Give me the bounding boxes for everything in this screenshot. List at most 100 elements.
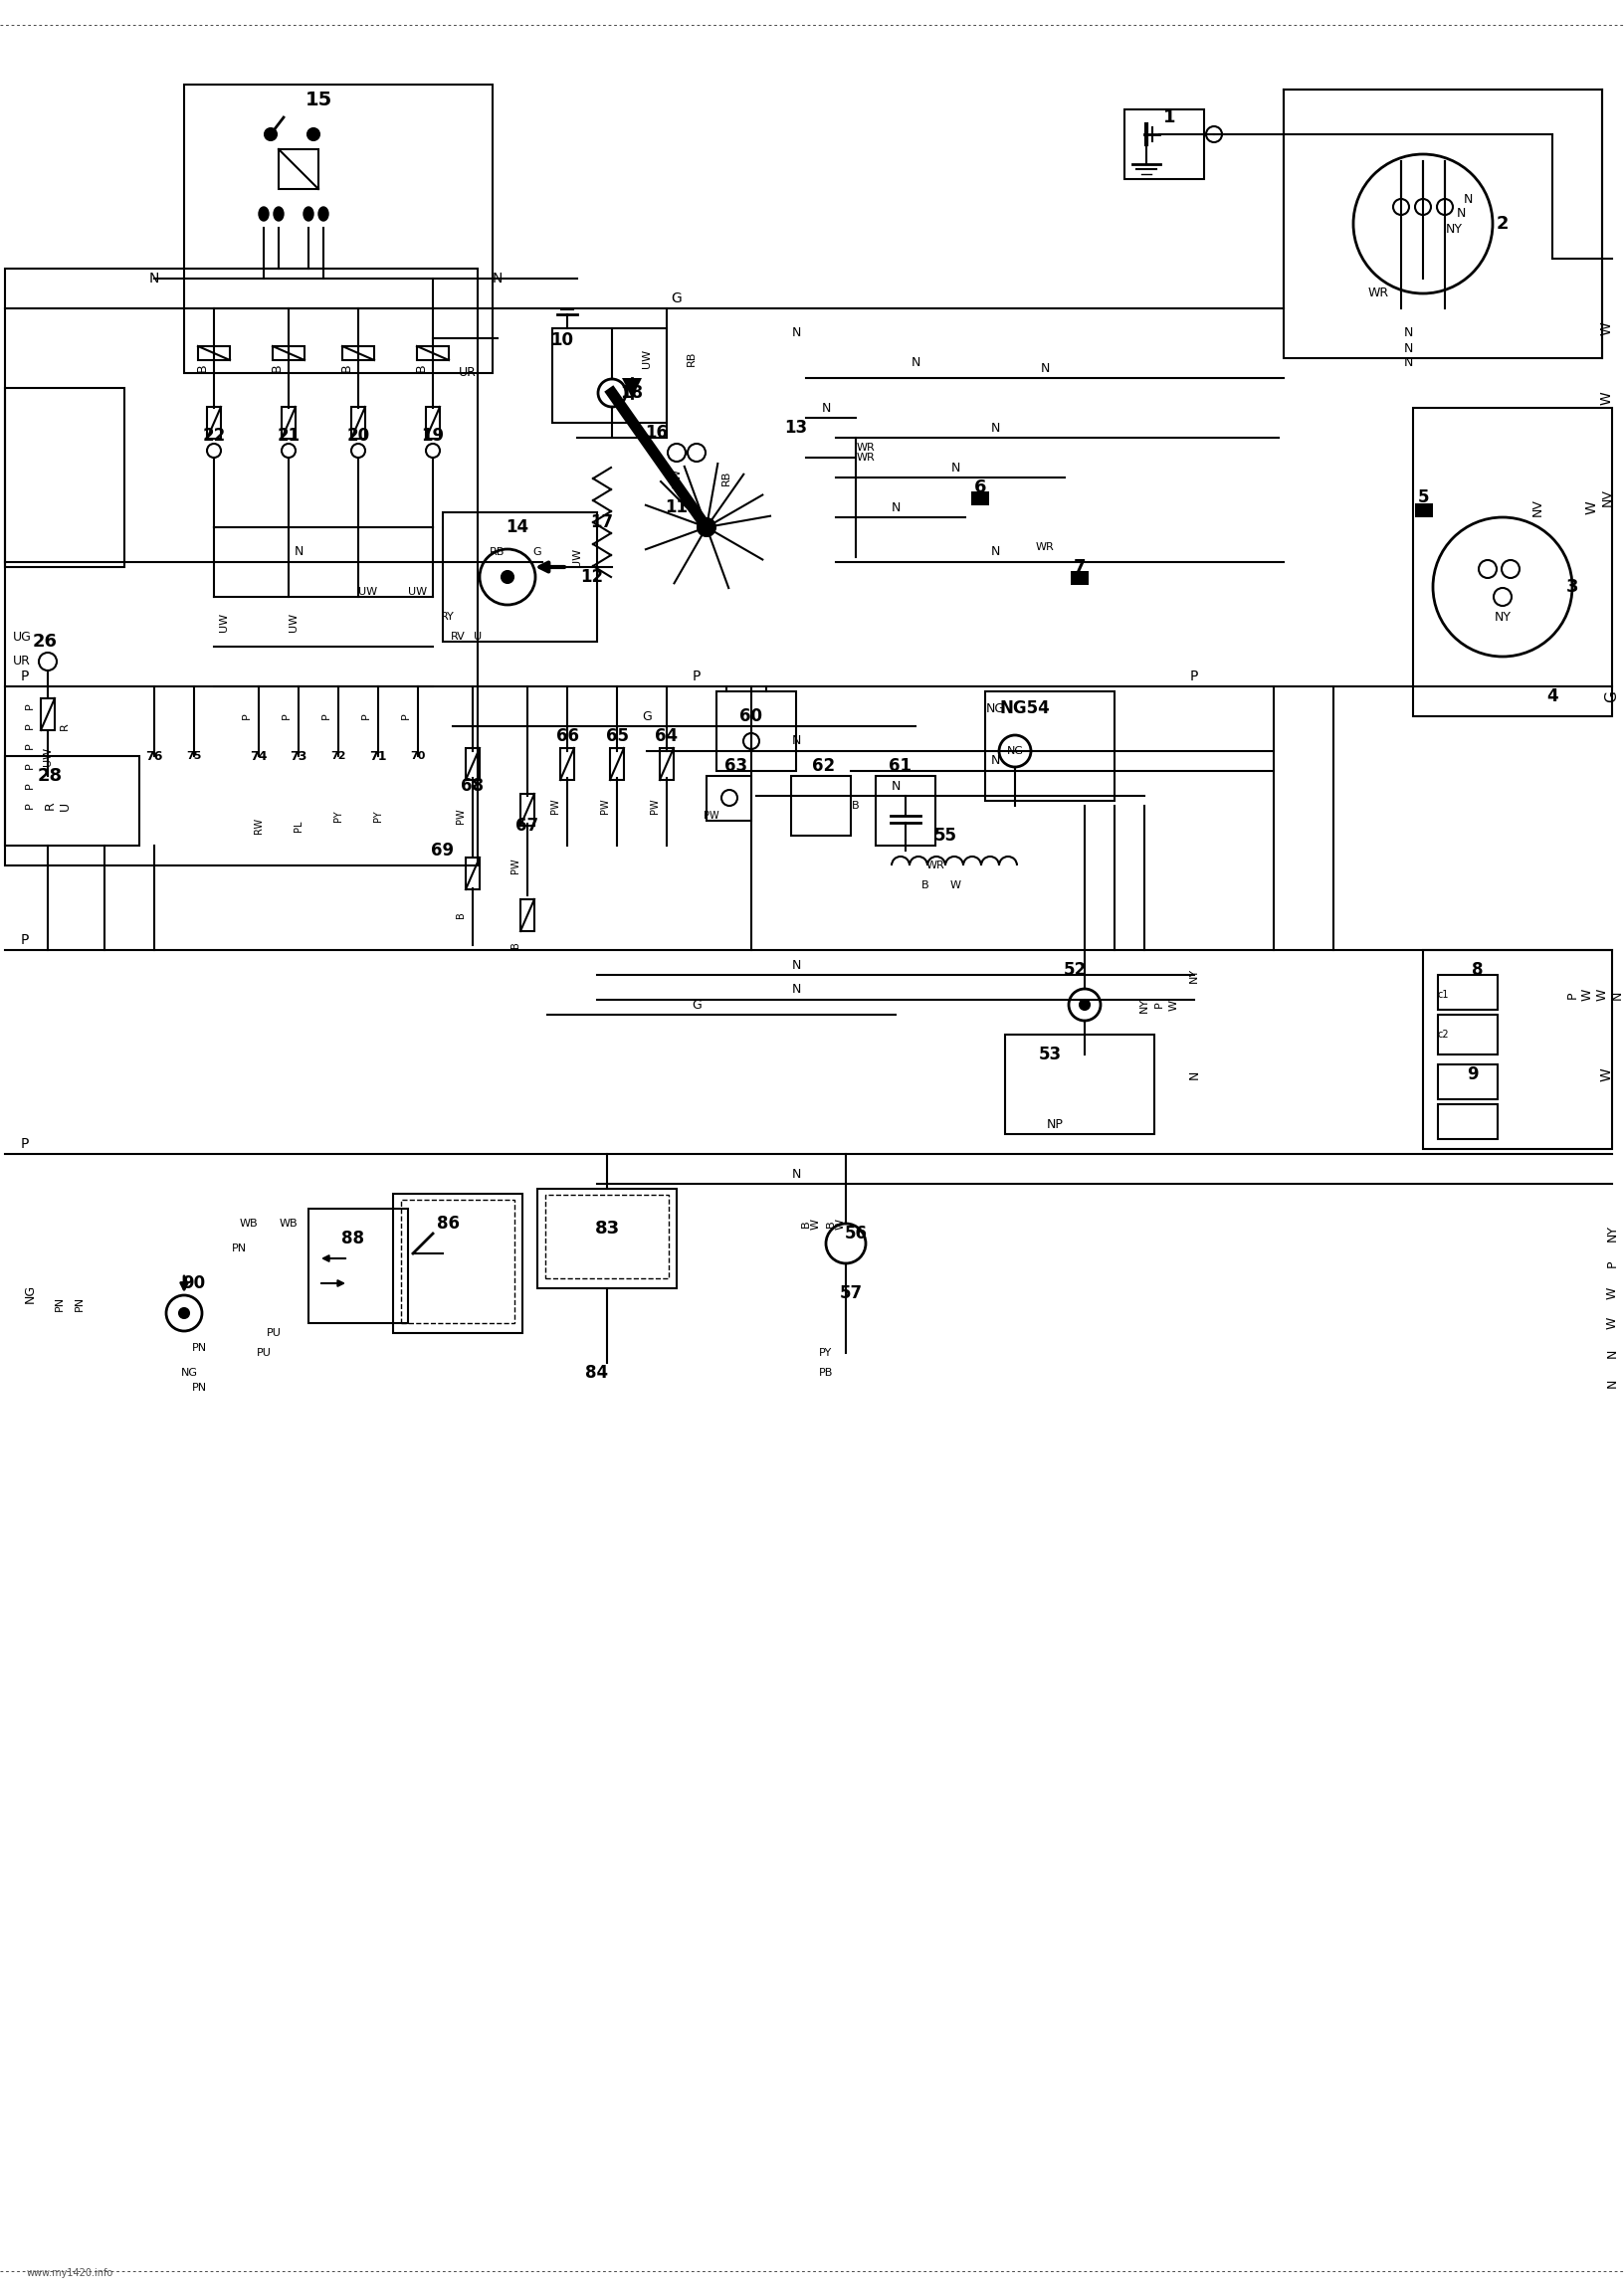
- Text: RW: RW: [253, 817, 263, 833]
- Text: W: W: [1596, 990, 1609, 1001]
- Text: NY: NY: [1189, 967, 1199, 983]
- Text: W: W: [1600, 1068, 1614, 1081]
- Text: P: P: [21, 1137, 29, 1150]
- Text: 73: 73: [291, 748, 307, 762]
- Bar: [1437, 976, 1497, 1010]
- Text: WR: WR: [1367, 287, 1389, 301]
- Circle shape: [744, 732, 760, 748]
- Text: N: N: [1463, 193, 1473, 204]
- Text: N: N: [294, 546, 304, 558]
- Circle shape: [1080, 999, 1090, 1010]
- Circle shape: [598, 379, 625, 406]
- Text: P: P: [24, 783, 34, 790]
- Bar: [393, 1194, 523, 1334]
- Text: PW: PW: [650, 799, 659, 813]
- Circle shape: [281, 443, 296, 457]
- Text: 15: 15: [305, 90, 331, 108]
- Circle shape: [827, 1224, 866, 1263]
- Bar: [401, 1201, 515, 1322]
- Text: 66: 66: [555, 728, 578, 746]
- Bar: [281, 406, 296, 439]
- Text: UW: UW: [572, 546, 581, 567]
- Bar: [273, 347, 305, 360]
- Text: P: P: [1606, 1261, 1619, 1267]
- Text: PN: PN: [192, 1343, 206, 1352]
- Text: WR: WR: [1036, 542, 1054, 551]
- Bar: [1124, 110, 1203, 179]
- Circle shape: [479, 549, 536, 604]
- Text: P: P: [322, 712, 331, 719]
- Circle shape: [1353, 154, 1492, 294]
- Bar: [184, 85, 492, 372]
- Text: W: W: [1580, 990, 1593, 1001]
- Bar: [706, 776, 752, 820]
- Circle shape: [1479, 560, 1497, 579]
- Circle shape: [721, 790, 737, 806]
- Bar: [1283, 90, 1603, 358]
- Ellipse shape: [274, 207, 284, 220]
- Bar: [791, 776, 851, 836]
- Text: NY: NY: [1140, 996, 1150, 1013]
- Bar: [206, 406, 221, 439]
- Circle shape: [667, 443, 685, 461]
- Text: NG: NG: [986, 703, 1005, 714]
- Text: B: B: [510, 941, 520, 948]
- Text: 75: 75: [187, 751, 201, 760]
- Text: 28: 28: [37, 767, 62, 785]
- Text: PW: PW: [510, 859, 520, 872]
- Text: U: U: [58, 801, 71, 810]
- Text: WB: WB: [279, 1219, 297, 1228]
- Text: 26: 26: [32, 634, 57, 650]
- Bar: [546, 1194, 669, 1279]
- Text: W: W: [810, 1219, 822, 1228]
- Bar: [5, 269, 477, 866]
- Text: PW: PW: [599, 799, 611, 813]
- Circle shape: [1437, 200, 1453, 216]
- Bar: [1070, 572, 1088, 585]
- Text: N: N: [1041, 360, 1049, 374]
- Text: P: P: [21, 670, 29, 684]
- Text: PW: PW: [551, 799, 560, 813]
- Text: P: P: [1155, 1001, 1164, 1008]
- Text: N: N: [791, 957, 801, 971]
- Text: 11: 11: [666, 498, 689, 517]
- Text: P: P: [24, 801, 34, 808]
- Circle shape: [999, 735, 1031, 767]
- Text: B: B: [853, 801, 859, 810]
- Bar: [198, 347, 231, 360]
- Text: NG: NG: [180, 1368, 198, 1378]
- Bar: [875, 776, 935, 845]
- Text: W: W: [1585, 501, 1600, 514]
- Text: c1: c1: [1437, 990, 1449, 999]
- Text: 1: 1: [1163, 108, 1176, 126]
- Circle shape: [698, 519, 716, 537]
- Circle shape: [1494, 588, 1512, 606]
- Text: 57: 57: [840, 1283, 862, 1302]
- Text: PY: PY: [333, 810, 343, 822]
- Text: W: W: [1169, 999, 1179, 1010]
- Text: N: N: [149, 271, 159, 285]
- Text: N: N: [892, 501, 900, 514]
- Text: NP: NP: [1046, 1118, 1064, 1130]
- Text: P: P: [281, 712, 292, 719]
- Text: 13: 13: [784, 418, 807, 436]
- Text: 8: 8: [1471, 962, 1483, 978]
- Text: PU: PU: [266, 1327, 281, 1339]
- Ellipse shape: [258, 207, 268, 220]
- Text: WR: WR: [856, 443, 875, 452]
- Text: 16: 16: [645, 425, 667, 441]
- Text: P: P: [24, 742, 34, 748]
- Text: 65: 65: [606, 728, 628, 746]
- Text: 68: 68: [461, 776, 484, 794]
- Text: G: G: [641, 709, 651, 723]
- Bar: [466, 856, 479, 889]
- Text: NG: NG: [1007, 746, 1023, 755]
- Text: W: W: [1606, 1288, 1619, 1300]
- Bar: [1423, 951, 1613, 1148]
- Bar: [351, 406, 365, 439]
- Bar: [1437, 1104, 1497, 1139]
- Circle shape: [1502, 560, 1520, 579]
- Bar: [611, 748, 624, 781]
- Text: N: N: [1606, 1348, 1619, 1357]
- Text: N: N: [950, 461, 960, 473]
